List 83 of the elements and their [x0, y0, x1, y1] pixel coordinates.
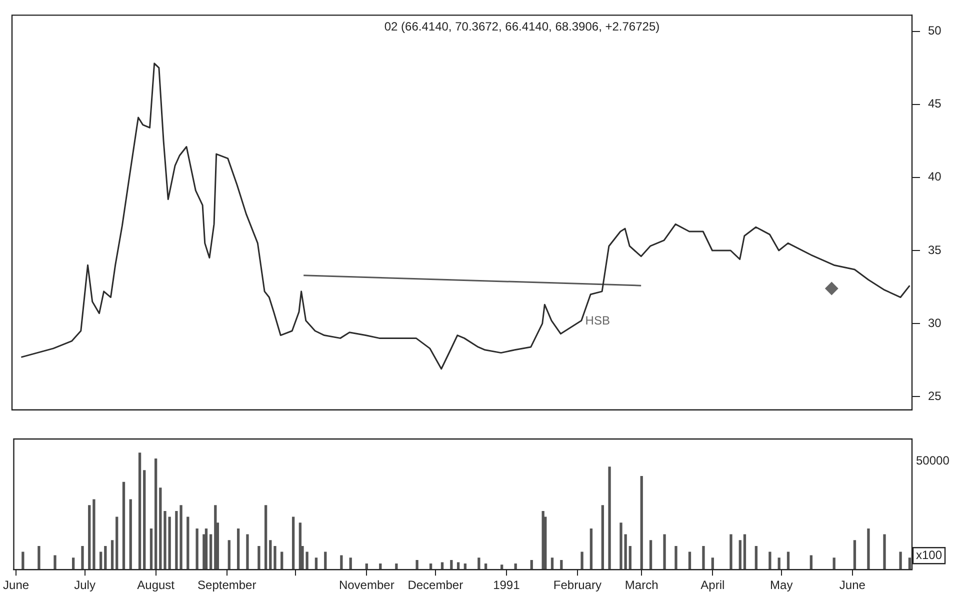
bar: [340, 555, 343, 570]
bar: [702, 546, 705, 570]
bar: [754, 546, 758, 570]
x-tick-label: May: [770, 578, 793, 592]
bar: [72, 558, 75, 570]
bar: [264, 505, 268, 570]
y-tick-label: 40: [928, 170, 942, 184]
x-tick-label: 1991: [493, 578, 520, 592]
bar: [674, 546, 678, 570]
bar: [110, 540, 114, 570]
text: x100: [916, 548, 942, 562]
bar: [150, 528, 153, 570]
x-tick-label: September: [198, 578, 256, 592]
bar: [258, 546, 260, 570]
bar: [730, 534, 732, 570]
bar: [138, 452, 142, 570]
x-tick-label: February: [553, 578, 602, 592]
bar: [768, 552, 772, 570]
bar: [663, 534, 666, 570]
y-tick-label: 50: [928, 24, 942, 38]
x-tick-label: June: [3, 578, 30, 592]
bar: [159, 488, 162, 570]
bar: [292, 516, 295, 570]
bar: [628, 546, 632, 570]
bar: [590, 528, 593, 570]
bar: [269, 540, 272, 570]
bar: [883, 534, 886, 570]
bar: [104, 546, 107, 570]
x-tick-label: July: [74, 578, 96, 592]
bar: [608, 466, 611, 570]
bar: [214, 505, 217, 570]
bar: [246, 534, 249, 570]
text: 50000: [916, 453, 950, 468]
bar: [204, 528, 208, 570]
bar: [236, 528, 240, 570]
bar: [129, 499, 132, 570]
bar: [314, 558, 318, 570]
bar: [38, 546, 40, 570]
bar: [478, 558, 480, 570]
bar: [908, 558, 912, 570]
y-tick-label: 45: [928, 96, 942, 111]
bar: [186, 516, 190, 570]
x-tick-label: April: [700, 578, 725, 592]
bar: [54, 555, 56, 570]
y-tick-label: 30: [928, 316, 942, 330]
bar: [274, 546, 276, 570]
x-tick-label: March: [624, 578, 658, 592]
annotation: HSB: [585, 313, 610, 328]
bar: [867, 528, 870, 570]
bar: [349, 558, 352, 570]
bar: [395, 563, 398, 570]
bar: [116, 516, 118, 570]
bar: [601, 505, 604, 570]
bar: [542, 510, 544, 570]
bar: [899, 552, 902, 570]
bar: [640, 476, 643, 570]
bar: [143, 470, 146, 570]
bar: [649, 540, 652, 570]
bar: [743, 534, 746, 570]
x-tick-label: August: [137, 578, 176, 592]
bar: [88, 505, 91, 570]
bar: [154, 458, 158, 570]
bar: [416, 560, 418, 570]
bar: [92, 499, 96, 570]
bar: [514, 563, 517, 570]
bar: [711, 558, 714, 570]
bar: [228, 540, 230, 570]
bar: [738, 540, 742, 570]
bar: [122, 482, 126, 570]
y-tick-label: 35: [928, 242, 942, 257]
chart-title: 02 (66.4140, 70.3672, 66.4140, 68.3906, +2.76725): [384, 20, 660, 34]
x-tick-label: June: [839, 578, 866, 592]
bar: [209, 534, 212, 570]
bar: [550, 558, 554, 570]
bar: [580, 552, 584, 570]
y-tick-label: 25: [928, 388, 942, 403]
bar: [778, 558, 780, 570]
bar: [81, 546, 84, 570]
bar: [832, 558, 836, 570]
x-tick-label: November: [338, 578, 394, 592]
x-tick-label: December: [408, 578, 464, 592]
bar: [196, 528, 198, 570]
bar: [853, 540, 856, 570]
